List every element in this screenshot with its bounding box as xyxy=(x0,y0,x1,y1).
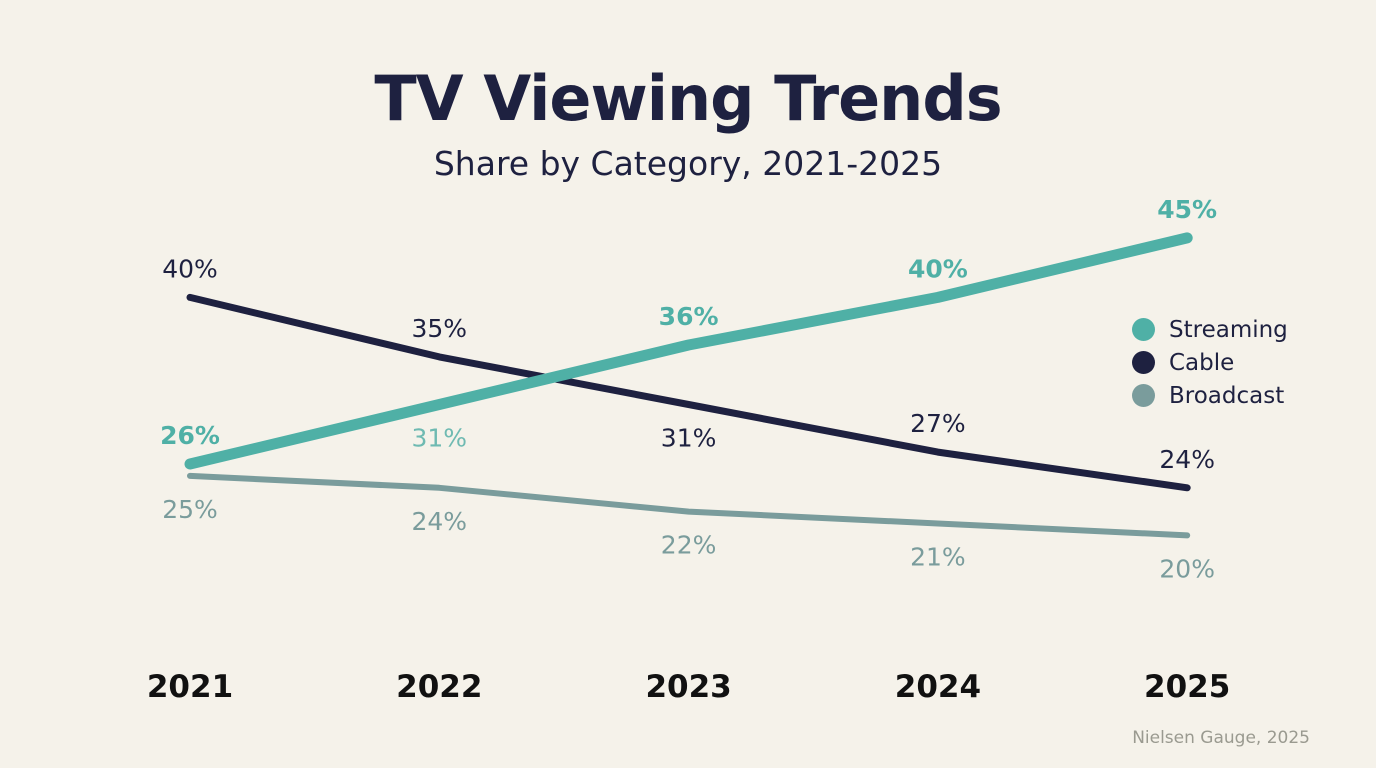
cable-data-label: 27% xyxy=(910,409,966,438)
cable-data-label: 31% xyxy=(661,424,717,453)
chart-subtitle: Share by Category, 2021-2025 xyxy=(433,144,943,183)
broadcast-data-label: 20% xyxy=(1159,554,1215,583)
legend-item-broadcast: Broadcast xyxy=(1132,379,1288,412)
x-tick-label: 2022 xyxy=(396,669,482,705)
legend-item-cable: Cable xyxy=(1132,346,1288,379)
source-note: Nielsen Gauge, 2025 xyxy=(1132,728,1310,748)
broadcast-data-label: 24% xyxy=(412,507,468,536)
broadcast-line xyxy=(187,472,1191,539)
legend-label: Broadcast xyxy=(1169,382,1285,409)
streaming-data-label: 26% xyxy=(160,421,220,450)
x-tick-label: 2023 xyxy=(645,669,731,705)
cable-data-label: 40% xyxy=(162,254,218,283)
legend-swatch-icon xyxy=(1132,318,1155,341)
streaming-data-label: 40% xyxy=(908,254,968,283)
broadcast-data-label: 21% xyxy=(910,543,966,572)
x-tick-label: 2025 xyxy=(1144,669,1230,705)
cable-data-label: 24% xyxy=(1159,445,1215,474)
streaming-data-label: 45% xyxy=(1157,195,1217,224)
legend-label: Cable xyxy=(1169,349,1235,376)
chart-title: TV Viewing Trends xyxy=(374,62,1002,135)
broadcast-data-label: 22% xyxy=(661,531,717,560)
streaming-line xyxy=(184,232,1193,470)
broadcast-data-label: 25% xyxy=(162,495,218,524)
x-tick-label: 2021 xyxy=(147,669,233,705)
streaming-data-label: 36% xyxy=(659,302,719,331)
legend-swatch-icon xyxy=(1132,351,1155,374)
legend: Streaming Cable Broadcast xyxy=(1132,313,1288,412)
legend-label: Streaming xyxy=(1169,316,1288,343)
legend-item-streaming: Streaming xyxy=(1132,313,1288,346)
x-tick-label: 2024 xyxy=(895,669,981,705)
legend-swatch-icon xyxy=(1132,384,1155,407)
cable-data-label: 35% xyxy=(412,314,468,343)
cable-line xyxy=(186,293,1191,492)
streaming-data-label: 31% xyxy=(412,424,468,453)
